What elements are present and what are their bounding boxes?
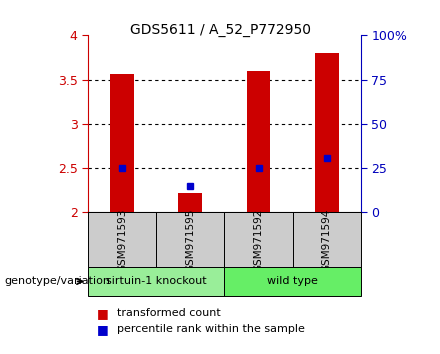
Bar [156, 212, 224, 267]
Text: wild type: wild type [267, 276, 318, 286]
Bar [293, 212, 361, 267]
Bar [315, 53, 339, 212]
Text: ■: ■ [97, 323, 109, 336]
Bar [110, 74, 134, 212]
Bar [88, 212, 156, 267]
Text: ■: ■ [97, 307, 109, 320]
Text: GSM971593: GSM971593 [117, 208, 127, 272]
Bar [224, 212, 293, 267]
Bar [88, 267, 224, 296]
Text: transformed count: transformed count [117, 308, 220, 318]
Bar [224, 267, 361, 296]
Text: GSM971594: GSM971594 [322, 208, 332, 272]
Text: percentile rank within the sample: percentile rank within the sample [117, 324, 304, 334]
Text: genotype/variation: genotype/variation [4, 276, 110, 286]
Text: sirtuin-1 knockout: sirtuin-1 knockout [106, 276, 206, 286]
Text: GSM971592: GSM971592 [253, 208, 264, 272]
Text: GDS5611 / A_52_P772950: GDS5611 / A_52_P772950 [129, 23, 311, 37]
Bar [246, 71, 271, 212]
Text: GSM971595: GSM971595 [185, 208, 195, 272]
Bar [178, 193, 202, 212]
